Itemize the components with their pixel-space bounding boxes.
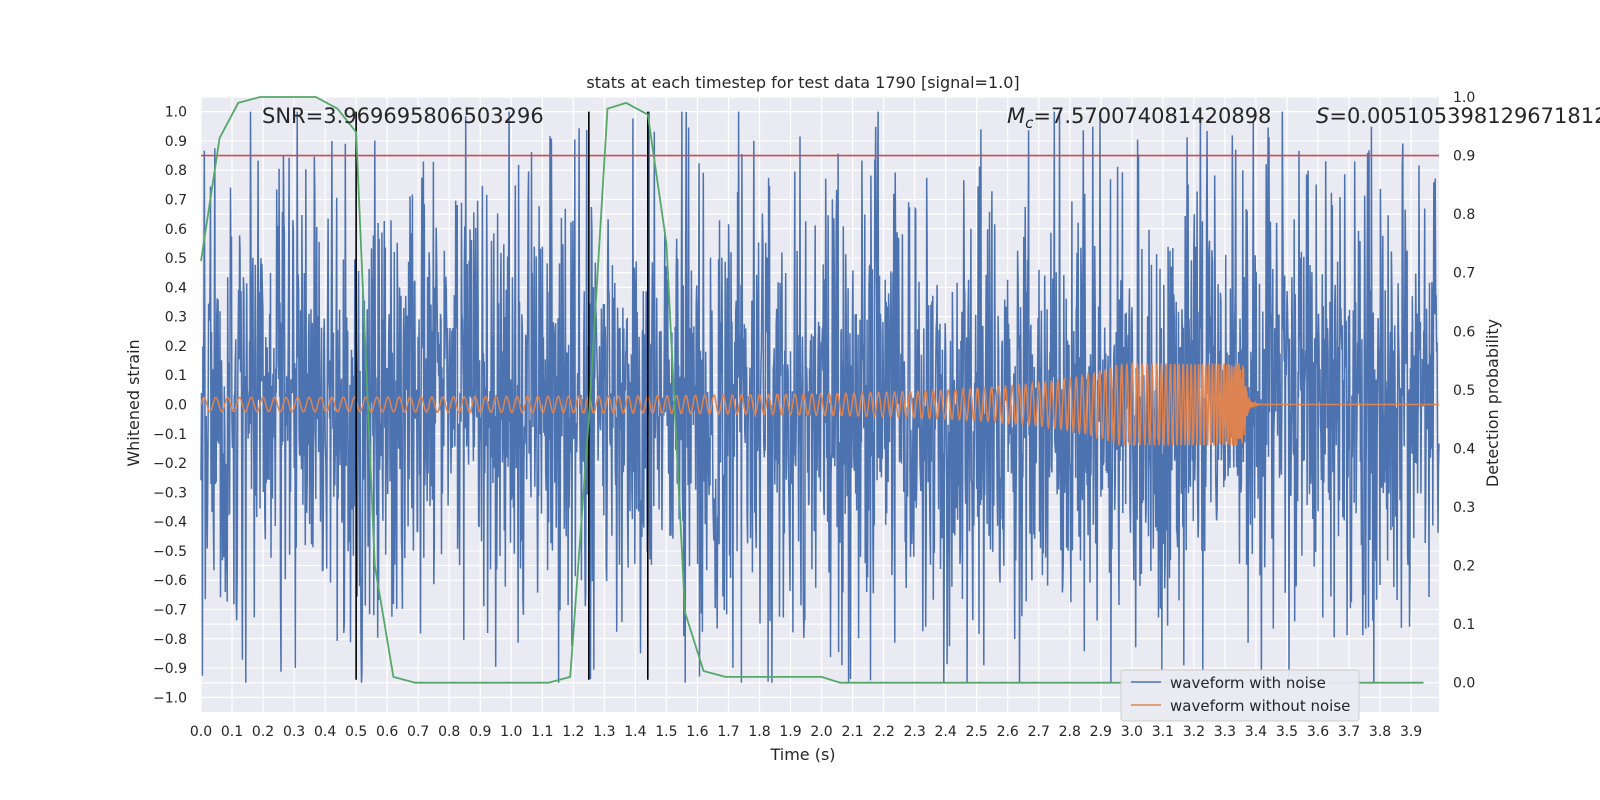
x-tick-label: 3.8 bbox=[1369, 724, 1391, 740]
x-tick-label: 0.1 bbox=[221, 724, 243, 740]
y-right-tick-labels: 1.0 0.9 0.8 0.7 0.6 0.5 0.4 0.3 0.2 0.1 0.0 bbox=[1453, 90, 1475, 692]
x-tick-label: 3.1 bbox=[1152, 724, 1174, 740]
probability-line bbox=[200, 96, 1424, 684]
s-value: =0.005105398129671812 bbox=[1329, 104, 1600, 128]
y-right-tick-label: 0.4 bbox=[1453, 441, 1475, 457]
x-tick-label: 1.9 bbox=[779, 724, 801, 740]
y-right-tick-label: 0.0 bbox=[1453, 676, 1475, 692]
x-tick-label: 1.2 bbox=[562, 724, 584, 740]
x-tick-label: 1.0 bbox=[500, 724, 522, 740]
s-symbol: S bbox=[1316, 104, 1329, 128]
x-tick-label: 3.4 bbox=[1245, 724, 1267, 740]
noise-line bbox=[200, 111, 1440, 683]
x-tick-label: 2.7 bbox=[1028, 724, 1050, 740]
mc-value: =7.570074081420898 bbox=[1033, 104, 1271, 128]
y-right-tick-label: 0.3 bbox=[1453, 500, 1475, 516]
y-left-tick-label: −0.5 bbox=[153, 544, 187, 560]
x-tick-label: 3.9 bbox=[1400, 724, 1422, 740]
y-left-tick-label: 0.2 bbox=[165, 339, 187, 355]
x-tick-label: 1.1 bbox=[531, 724, 553, 740]
mc-subscript: c bbox=[1025, 114, 1034, 132]
s-annotation: S=0.005105398129671812 bbox=[1316, 104, 1600, 128]
x-tick-label: 1.6 bbox=[686, 724, 708, 740]
chirp-mass-annotation: Mc=7.570074081420898 bbox=[1007, 104, 1271, 132]
y-right-tick-label: 0.9 bbox=[1453, 149, 1475, 165]
x-tick-label: 3.0 bbox=[1121, 724, 1143, 740]
y-left-tick-label: −0.6 bbox=[153, 573, 187, 589]
y-left-tick-label: −0.9 bbox=[153, 661, 187, 677]
x-tick-label: 2.1 bbox=[841, 724, 863, 740]
y-right-tick-label: 0.5 bbox=[1453, 383, 1475, 399]
x-tick-labels: 0.0 0.1 0.2 0.3 0.4 0.5 0.6 0.7 0.8 0.9 1.0 1.1 1.2 1… bbox=[190, 724, 1422, 740]
x-tick-label: 2.3 bbox=[904, 724, 926, 740]
x-tick-label: 0.2 bbox=[252, 724, 274, 740]
x-tick-label: 1.3 bbox=[593, 724, 615, 740]
x-tick-label: 1.4 bbox=[624, 724, 646, 740]
legend: waveform with noise waveform without noi… bbox=[1120, 669, 1360, 722]
x-tick-label: 0.9 bbox=[469, 724, 491, 740]
y-right-tick-label: 0.6 bbox=[1453, 324, 1475, 340]
x-tick-label: 3.3 bbox=[1214, 724, 1236, 740]
y-left-tick-label: −0.3 bbox=[153, 485, 187, 501]
x-tick-label: 0.4 bbox=[314, 724, 336, 740]
legend-box bbox=[1120, 669, 1360, 722]
x-tick-label: 0.7 bbox=[407, 724, 429, 740]
y-left-tick-label: 1.0 bbox=[165, 105, 187, 121]
y-left-tick-label: 0.7 bbox=[165, 193, 187, 209]
x-tick-label: 1.8 bbox=[748, 724, 770, 740]
x-tick-label: 2.6 bbox=[997, 724, 1019, 740]
y-left-tick-label: 0.0 bbox=[165, 398, 187, 414]
y-left-tick-labels: 1.0 0.9 0.8 0.7 0.6 0.5 0.4 0.3 0.2 0.1 0.0 −0.1 −0.… bbox=[153, 105, 187, 707]
x-tick-label: 0.8 bbox=[438, 724, 460, 740]
y-left-tick-label: 0.8 bbox=[165, 163, 187, 179]
series-waveform-with-noise bbox=[200, 111, 1440, 683]
y-left-tick-label: −0.7 bbox=[153, 603, 187, 619]
x-tick-label: 1.7 bbox=[717, 724, 739, 740]
x-tick-label: 2.4 bbox=[935, 724, 957, 740]
x-tick-label: 3.7 bbox=[1338, 724, 1360, 740]
x-tick-label: 2.2 bbox=[872, 724, 894, 740]
y-axis-label-right: Detection probability bbox=[1483, 319, 1502, 487]
x-tick-label: 3.5 bbox=[1276, 724, 1298, 740]
y-left-tick-label: 0.5 bbox=[165, 251, 187, 267]
y-left-tick-label: 0.6 bbox=[165, 222, 187, 238]
series-detection-probability bbox=[200, 96, 1424, 684]
x-tick-label: 0.5 bbox=[345, 724, 367, 740]
x-tick-label: 2.0 bbox=[810, 724, 832, 740]
y-right-tick-label: 0.1 bbox=[1453, 617, 1475, 633]
y-left-tick-label: 0.9 bbox=[165, 134, 187, 150]
chart-title: stats at each timestep for test data 179… bbox=[586, 73, 1019, 92]
y-left-tick-label: −1.0 bbox=[153, 690, 187, 706]
legend-label-noise: waveform with noise bbox=[1170, 674, 1326, 692]
series-waveform-without-noise bbox=[200, 361, 1439, 447]
y-left-tick-label: −0.4 bbox=[153, 515, 187, 531]
x-tick-label: 2.8 bbox=[1059, 724, 1081, 740]
y-right-tick-label: 0.8 bbox=[1453, 207, 1475, 223]
y-left-tick-label: −0.2 bbox=[153, 456, 187, 472]
x-tick-label: 2.9 bbox=[1090, 724, 1112, 740]
x-tick-label: 2.5 bbox=[966, 724, 988, 740]
y-left-tick-label: −0.8 bbox=[153, 632, 187, 648]
x-tick-label: 0.0 bbox=[190, 724, 212, 740]
mc-symbol: M bbox=[1007, 104, 1025, 128]
y-right-tick-label: 1.0 bbox=[1453, 90, 1475, 106]
x-tick-label: 0.6 bbox=[376, 724, 398, 740]
x-tick-label: 0.3 bbox=[283, 724, 305, 740]
vline-layer bbox=[355, 111, 649, 680]
snr-annotation: SNR=3.969695806503296 bbox=[262, 104, 544, 128]
y-right-tick-label: 0.7 bbox=[1453, 266, 1475, 282]
chirp-line bbox=[200, 361, 1439, 447]
y-left-tick-label: 0.3 bbox=[165, 310, 187, 326]
x-tick-label: 3.2 bbox=[1183, 724, 1205, 740]
x-axis-label: Time (s) bbox=[769, 745, 835, 764]
x-tick-label: 1.5 bbox=[655, 724, 677, 740]
y-left-tick-label: −0.1 bbox=[153, 427, 187, 443]
x-tick-label: 3.6 bbox=[1307, 724, 1329, 740]
legend-label-clean: waveform without noise bbox=[1170, 697, 1350, 715]
y-right-tick-label: 0.2 bbox=[1453, 559, 1475, 575]
y-left-tick-label: 0.1 bbox=[165, 368, 187, 384]
y-left-tick-label: 0.4 bbox=[165, 280, 187, 296]
y-axis-label-left: Whitened strain bbox=[124, 339, 143, 466]
